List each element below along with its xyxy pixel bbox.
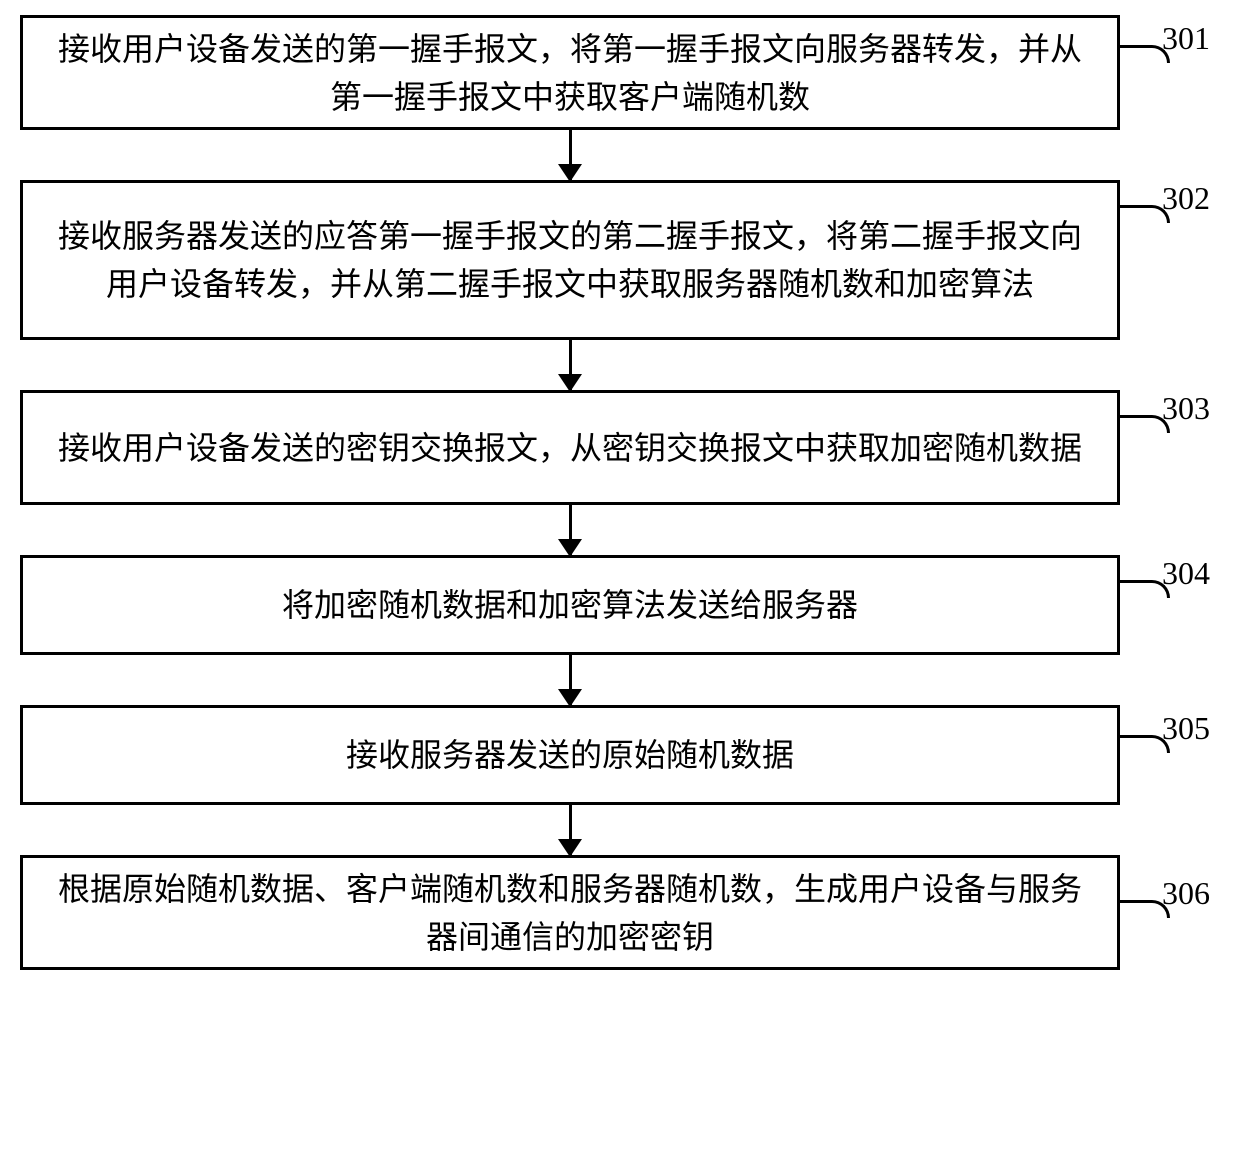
step-306-box: 根据原始随机数据、客户端随机数和服务器随机数，生成用户设备与服务器间通信的加密密… bbox=[20, 855, 1120, 970]
arrow-4 bbox=[20, 655, 1120, 705]
arrow-2 bbox=[20, 340, 1120, 390]
step-301-text: 接收用户设备发送的第一握手报文，将第一握手报文向服务器转发，并从第一握手报文中获… bbox=[43, 25, 1097, 121]
label-302: 302 bbox=[1162, 180, 1210, 217]
step-301-box: 接收用户设备发送的第一握手报文，将第一握手报文向服务器转发，并从第一握手报文中获… bbox=[20, 15, 1120, 130]
step-303-wrapper: 接收用户设备发送的密钥交换报文，从密钥交换报文中获取加密随机数据 bbox=[20, 390, 1220, 505]
flowchart-container: 接收用户设备发送的第一握手报文，将第一握手报文向服务器转发，并从第一握手报文中获… bbox=[20, 15, 1220, 970]
step-304-text: 将加密随机数据和加密算法发送给服务器 bbox=[282, 581, 858, 629]
label-301: 301 bbox=[1162, 20, 1210, 57]
step-301-wrapper: 接收用户设备发送的第一握手报文，将第一握手报文向服务器转发，并从第一握手报文中获… bbox=[20, 15, 1220, 130]
step-306-wrapper: 根据原始随机数据、客户端随机数和服务器随机数，生成用户设备与服务器间通信的加密密… bbox=[20, 855, 1220, 970]
arrow-1 bbox=[20, 130, 1120, 180]
step-302-wrapper: 接收服务器发送的应答第一握手报文的第二握手报文，将第二握手报文向用户设备转发，并… bbox=[20, 180, 1220, 340]
label-306: 306 bbox=[1162, 875, 1210, 912]
step-303-text: 接收用户设备发送的密钥交换报文，从密钥交换报文中获取加密随机数据 bbox=[58, 424, 1082, 472]
step-303-box: 接收用户设备发送的密钥交换报文，从密钥交换报文中获取加密随机数据 bbox=[20, 390, 1120, 505]
step-305-box: 接收服务器发送的原始随机数据 bbox=[20, 705, 1120, 805]
step-306-text: 根据原始随机数据、客户端随机数和服务器随机数，生成用户设备与服务器间通信的加密密… bbox=[43, 865, 1097, 961]
step-302-box: 接收服务器发送的应答第一握手报文的第二握手报文，将第二握手报文向用户设备转发，并… bbox=[20, 180, 1120, 340]
label-305: 305 bbox=[1162, 710, 1210, 747]
step-304-box: 将加密随机数据和加密算法发送给服务器 bbox=[20, 555, 1120, 655]
step-302-text: 接收服务器发送的应答第一握手报文的第二握手报文，将第二握手报文向用户设备转发，并… bbox=[43, 212, 1097, 308]
arrow-5 bbox=[20, 805, 1120, 855]
label-304: 304 bbox=[1162, 555, 1210, 592]
step-305-wrapper: 接收服务器发送的原始随机数据 bbox=[20, 705, 1220, 805]
step-304-wrapper: 将加密随机数据和加密算法发送给服务器 bbox=[20, 555, 1220, 655]
arrow-3 bbox=[20, 505, 1120, 555]
label-303: 303 bbox=[1162, 390, 1210, 427]
step-305-text: 接收服务器发送的原始随机数据 bbox=[346, 731, 794, 779]
